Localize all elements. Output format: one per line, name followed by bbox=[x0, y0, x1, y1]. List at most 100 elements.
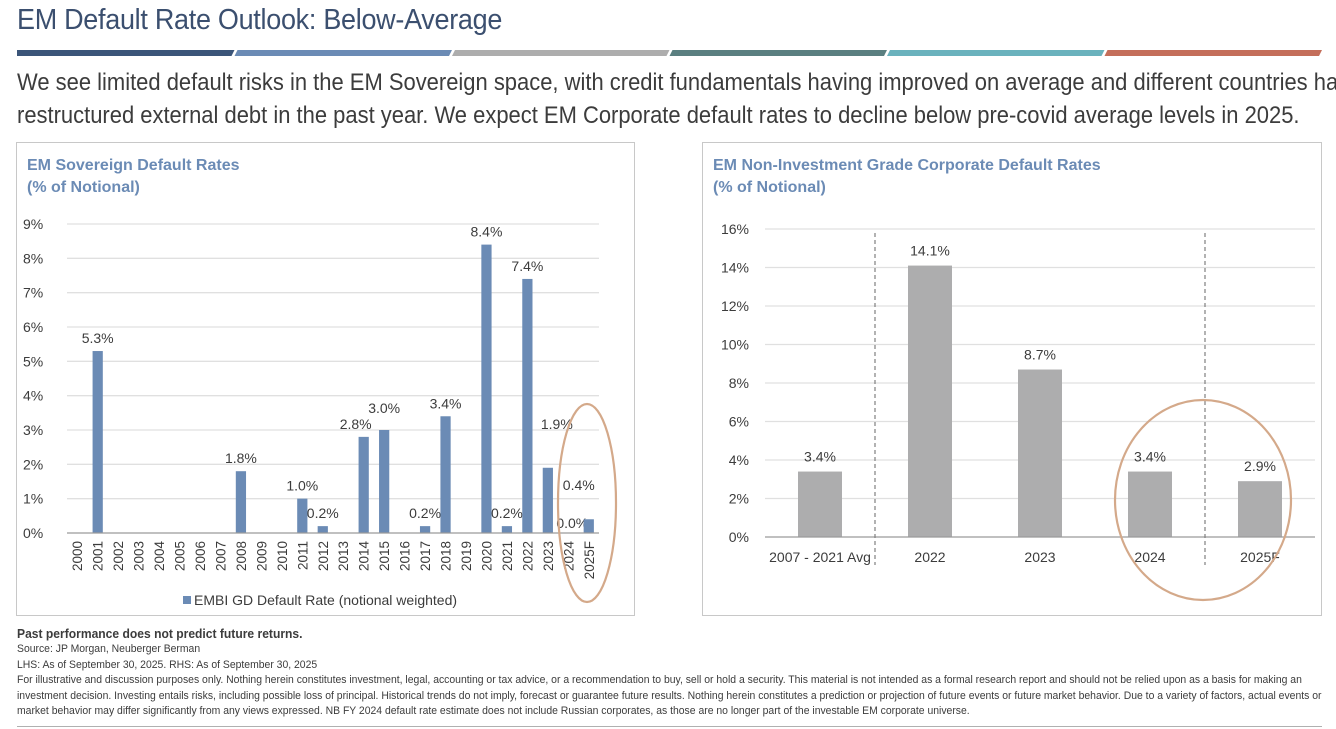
bar bbox=[1018, 369, 1062, 537]
corporate-default-chart: 0% 2% 4% 6% 8% 10% 12% 14% 16% 3.4% 2007 - 2021 Av… bbox=[721, 221, 1315, 602]
footer-notes: Past performance does not predict future… bbox=[17, 626, 1327, 720]
data-label: 14.1% bbox=[910, 243, 950, 259]
y-tick-label: 2% bbox=[729, 491, 749, 507]
data-label: 0.0% bbox=[556, 515, 588, 531]
stripe-segment bbox=[234, 50, 452, 56]
corporate-chart-title: EM Non-Investment Grade Corporate Defaul… bbox=[713, 155, 1101, 199]
data-label: 1.8% bbox=[225, 450, 257, 466]
y-tick-label: 0% bbox=[23, 525, 43, 541]
bar bbox=[92, 351, 103, 533]
bar bbox=[317, 526, 328, 533]
data-label: 0.4% bbox=[563, 477, 595, 493]
legend-label: EMBI GD Default Rate (notional weighted) bbox=[194, 592, 457, 608]
bar bbox=[379, 430, 390, 533]
y-tick-label: 5% bbox=[23, 353, 43, 369]
x-tick-label: 2010 bbox=[275, 541, 290, 571]
y-tick-label: 1% bbox=[23, 491, 43, 507]
data-label: 3.4% bbox=[1134, 449, 1166, 465]
data-label: 3.4% bbox=[430, 395, 462, 411]
bar bbox=[501, 526, 513, 533]
data-label: 5.3% bbox=[82, 330, 114, 346]
data-label: 2.9% bbox=[1244, 458, 1276, 474]
x-tick-label: 2014 bbox=[357, 541, 372, 572]
x-tick-label: 2016 bbox=[398, 541, 413, 571]
disclaimer-text: For illustrative and discussion purposes… bbox=[17, 674, 1322, 717]
bar bbox=[1238, 481, 1282, 537]
y-tick-label: 8% bbox=[729, 375, 749, 391]
corporate-chart-panel: EM Non-Investment Grade Corporate Defaul… bbox=[702, 142, 1322, 616]
x-tick-label: 2013 bbox=[336, 541, 351, 571]
x-tick-label: 2017 bbox=[418, 541, 433, 571]
data-label: 1.9% bbox=[541, 416, 573, 432]
bar bbox=[522, 278, 533, 533]
x-tick-label: 2019 bbox=[459, 541, 474, 571]
bar bbox=[542, 467, 553, 533]
as-of-note: LHS: As of September 30, 2025. RHS: As o… bbox=[17, 658, 318, 671]
y-tick-label: 6% bbox=[23, 319, 43, 335]
y-tick-label: 4% bbox=[729, 452, 749, 468]
x-tick-label: 2004 bbox=[152, 541, 167, 572]
y-tick-label: 14% bbox=[721, 260, 749, 276]
x-tick-label: 2001 bbox=[91, 541, 106, 571]
sovereign-chart-title-line-1: EM Sovereign Default Rates bbox=[27, 157, 240, 174]
sovereign-chart-panel: EM Sovereign Default Rates (% of Notiona… bbox=[16, 142, 635, 616]
sovereign-chart-title: EM Sovereign Default Rates (% of Notiona… bbox=[27, 155, 240, 199]
data-label: 0.2% bbox=[409, 505, 441, 521]
y-tick-label: 4% bbox=[23, 388, 43, 404]
bar bbox=[481, 244, 492, 533]
y-tick-label: 2% bbox=[23, 456, 43, 472]
x-tick-label: 2021 bbox=[500, 541, 515, 571]
y-tick-label: 16% bbox=[721, 221, 749, 237]
bar bbox=[358, 436, 369, 533]
subtitle-line-2: restructured external debt in the past y… bbox=[17, 102, 1300, 129]
x-tick-label: 2009 bbox=[254, 541, 269, 571]
x-tick-label: 2015 bbox=[377, 541, 392, 571]
corporate-chart-title-line-1: EM Non-Investment Grade Corporate Defaul… bbox=[713, 157, 1101, 174]
bottom-divider bbox=[17, 726, 1322, 727]
bar bbox=[440, 416, 451, 533]
data-label: 7.4% bbox=[511, 258, 543, 274]
data-label: 8.4% bbox=[471, 224, 503, 240]
y-tick-label: 0% bbox=[729, 529, 749, 545]
bar bbox=[297, 498, 308, 533]
x-tick-label: 2024 bbox=[1134, 549, 1165, 565]
bar bbox=[583, 519, 594, 533]
highlight-ellipse bbox=[556, 402, 618, 604]
page-subtitle: We see limited default risks in the EM S… bbox=[17, 66, 1336, 132]
stripe-segment bbox=[452, 50, 670, 56]
x-tick-label: 2023 bbox=[541, 541, 556, 571]
data-label: 3.0% bbox=[368, 400, 400, 416]
y-tick-label: 7% bbox=[23, 285, 43, 301]
x-tick-label: 2003 bbox=[132, 541, 147, 571]
data-label: 3.4% bbox=[804, 449, 836, 465]
bar bbox=[235, 471, 247, 533]
y-tick-label: 3% bbox=[23, 422, 43, 438]
x-tick-label: 2005 bbox=[173, 541, 188, 571]
corporate-chart-title-line-2: (% of Notional) bbox=[713, 179, 826, 196]
sovereign-chart-title-line-2: (% of Notional) bbox=[27, 179, 140, 196]
stripe-segment bbox=[1104, 50, 1322, 56]
x-tick-label: 2007 - 2021 Avg bbox=[769, 549, 871, 565]
x-tick-label: 2008 bbox=[234, 541, 249, 571]
y-tick-label: 8% bbox=[23, 250, 43, 266]
x-tick-label: 2022 bbox=[520, 541, 535, 571]
y-tick-label: 10% bbox=[721, 337, 749, 353]
data-label: 1.0% bbox=[286, 478, 318, 494]
stripe-segment bbox=[669, 50, 887, 56]
x-tick-label: 2025F bbox=[1240, 549, 1280, 565]
x-tick-label: 2012 bbox=[316, 541, 331, 571]
data-label: 0.2% bbox=[307, 505, 339, 521]
x-tick-label: 2025F bbox=[582, 541, 597, 579]
bar bbox=[1128, 471, 1172, 537]
decorative-stripe-bar bbox=[17, 50, 1322, 56]
legend-swatch bbox=[183, 596, 191, 604]
subtitle-line-1: We see limited default risks in the EM S… bbox=[17, 69, 1336, 96]
bar bbox=[798, 471, 842, 537]
x-tick-label: 2018 bbox=[439, 541, 454, 571]
source-note: Source: JP Morgan, Neuberger Berman bbox=[17, 643, 201, 655]
x-tick-label: 2020 bbox=[479, 541, 494, 571]
sovereign-default-chart: 0% 1% 2% 3% 4% 5% 6% 7% 8% 9% 2000 5.3% 2001 2002 2003… bbox=[23, 216, 618, 608]
x-tick-label: 2022 bbox=[914, 549, 945, 565]
stripe-segment bbox=[887, 50, 1105, 56]
x-tick-label: 2011 bbox=[295, 541, 310, 570]
